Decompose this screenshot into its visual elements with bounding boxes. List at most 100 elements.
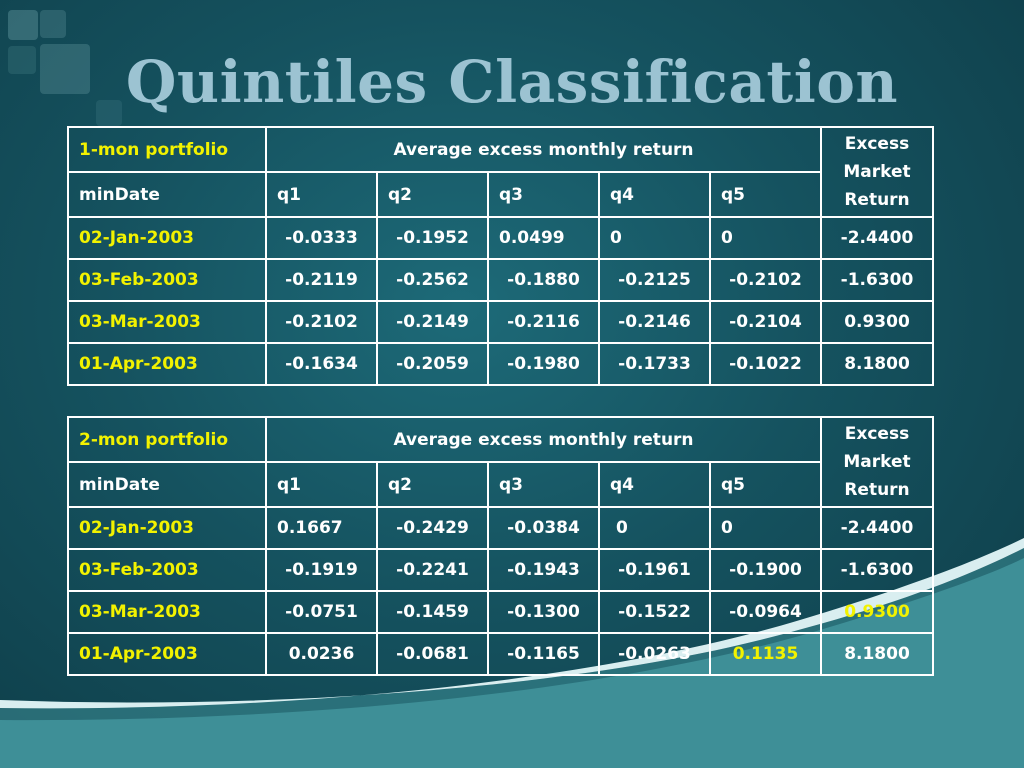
value-cell: -0.2429 [376, 506, 489, 550]
value-cell: -0.2102 [709, 258, 822, 302]
table-row: 03-Mar-2003 -0.2102 -0.2149 -0.2116 -0.2… [67, 300, 934, 344]
value-cell: -0.1300 [487, 590, 600, 634]
excess-header-line: Return [844, 190, 910, 210]
value-cell: 0 [709, 506, 822, 550]
quintile-table-2mon: 2-mon portfolio Average excess monthly r… [67, 416, 934, 676]
value-cell: -0.1952 [376, 216, 489, 260]
value-cell: -0.1634 [265, 342, 378, 386]
value-cell: -0.1980 [487, 342, 600, 386]
date-cell: 02-Jan-2003 [67, 506, 267, 550]
value-cell: -0.0681 [376, 632, 489, 676]
value-cell: -0.2562 [376, 258, 489, 302]
decor-square [8, 46, 36, 74]
group-header: Average excess monthly return [265, 416, 822, 463]
excess-header-line: Return [844, 480, 910, 500]
table-row: 03-Feb-2003 -0.1919 -0.2241 -0.1943 -0.1… [67, 548, 934, 592]
value-cell: -0.0263 [598, 632, 711, 676]
value-cell: -0.2059 [376, 342, 489, 386]
value-cell: -0.1943 [487, 548, 600, 592]
value-cell: -0.1459 [376, 590, 489, 634]
decor-square [40, 10, 66, 38]
date-cell: 01-Apr-2003 [67, 342, 267, 386]
value-cell: 0.0499 [487, 216, 600, 260]
value-cell: 0.0236 [265, 632, 378, 676]
quintile-header: q1 [265, 461, 378, 508]
excess-cell: 8.1800 [820, 632, 934, 676]
quintile-header: q5 [709, 171, 822, 218]
table-row: 02-Jan-2003 -0.0333 -0.1952 0.0499 0 0 -… [67, 216, 934, 260]
value-cell: 0 [598, 506, 711, 550]
quintile-header: q1 [265, 171, 378, 218]
date-cell: 02-Jan-2003 [67, 216, 267, 260]
excess-header-line: Excess [844, 424, 910, 444]
excess-cell: -1.6300 [820, 258, 934, 302]
quintile-table-1mon: 1-mon portfolio Average excess monthly r… [67, 126, 934, 386]
value-cell: -0.0964 [709, 590, 822, 634]
date-header: minDate [67, 171, 267, 218]
value-cell: -0.2149 [376, 300, 489, 344]
date-cell: 03-Feb-2003 [67, 258, 267, 302]
quintile-header: q2 [376, 171, 489, 218]
decor-square [8, 10, 38, 40]
table-row: 03-Mar-2003 -0.0751 -0.1459 -0.1300 -0.1… [67, 590, 934, 634]
value-cell: -0.1522 [598, 590, 711, 634]
value-cell: -0.1900 [709, 548, 822, 592]
table-row: 02-Jan-2003 0.1667 -0.2429 -0.0384 0 0 -… [67, 506, 934, 550]
excess-market-return-header: Excess Market Return [820, 126, 934, 218]
value-cell: -0.2119 [265, 258, 378, 302]
excess-cell: -1.6300 [820, 548, 934, 592]
value-cell: -0.2102 [265, 300, 378, 344]
value-cell: -0.0333 [265, 216, 378, 260]
date-cell: 03-Feb-2003 [67, 548, 267, 592]
date-header: minDate [67, 461, 267, 508]
excess-market-return-header: Excess Market Return [820, 416, 934, 508]
excess-header-line: Market [843, 452, 911, 472]
quintile-header: q3 [487, 171, 600, 218]
table-header-row: 2-mon portfolio Average excess monthly r… [67, 416, 934, 508]
value-cell: -0.1733 [598, 342, 711, 386]
value-cell: -0.2241 [376, 548, 489, 592]
decor-square [96, 100, 122, 126]
table-row: 03-Feb-2003 -0.2119 -0.2562 -0.1880 -0.2… [67, 258, 934, 302]
table-subheader-row: minDate q1 q2 q3 q4 q5 [67, 171, 933, 218]
portfolio-label: 2-mon portfolio [67, 416, 267, 463]
value-cell: 0 [709, 216, 822, 260]
quintile-header: q3 [487, 461, 600, 508]
quintile-header: q5 [709, 461, 822, 508]
date-cell: 01-Apr-2003 [67, 632, 267, 676]
table-row: 01-Apr-2003 0.0236 -0.0681 -0.1165 -0.02… [67, 632, 934, 676]
value-cell: -0.2146 [598, 300, 711, 344]
table-row: 01-Apr-2003 -0.1634 -0.2059 -0.1980 -0.1… [67, 342, 934, 386]
value-cell: -0.1961 [598, 548, 711, 592]
portfolio-label: 1-mon portfolio [67, 126, 267, 173]
slide-title: Quintiles Classification [125, 48, 899, 116]
date-cell: 03-Mar-2003 [67, 300, 267, 344]
value-cell: 0 [598, 216, 711, 260]
value-cell: -0.1880 [487, 258, 600, 302]
decor-square [40, 44, 90, 94]
value-cell: 0.1667 [265, 506, 378, 550]
value-cell: -0.2116 [487, 300, 600, 344]
group-header: Average excess monthly return [265, 126, 822, 173]
value-cell: -0.2125 [598, 258, 711, 302]
table-header-row: 1-mon portfolio Average excess monthly r… [67, 126, 934, 218]
value-cell: -0.2104 [709, 300, 822, 344]
excess-cell: -2.4400 [820, 506, 934, 550]
quintile-header: q4 [598, 461, 711, 508]
excess-cell: 0.9300 [820, 590, 934, 634]
table-subheader-row: minDate q1 q2 q3 q4 q5 [67, 461, 933, 508]
excess-cell: 0.9300 [820, 300, 934, 344]
value-cell: -0.1165 [487, 632, 600, 676]
value-cell: -0.0751 [265, 590, 378, 634]
date-cell: 03-Mar-2003 [67, 590, 267, 634]
value-cell: -0.1022 [709, 342, 822, 386]
value-cell: 0.1135 [709, 632, 822, 676]
value-cell: -0.0384 [487, 506, 600, 550]
quintile-header: q2 [376, 461, 489, 508]
excess-cell: 8.1800 [820, 342, 934, 386]
quintile-header: q4 [598, 171, 711, 218]
excess-cell: -2.4400 [820, 216, 934, 260]
excess-header-line: Excess [844, 134, 910, 154]
excess-header-line: Market [843, 162, 911, 182]
value-cell: -0.1919 [265, 548, 378, 592]
